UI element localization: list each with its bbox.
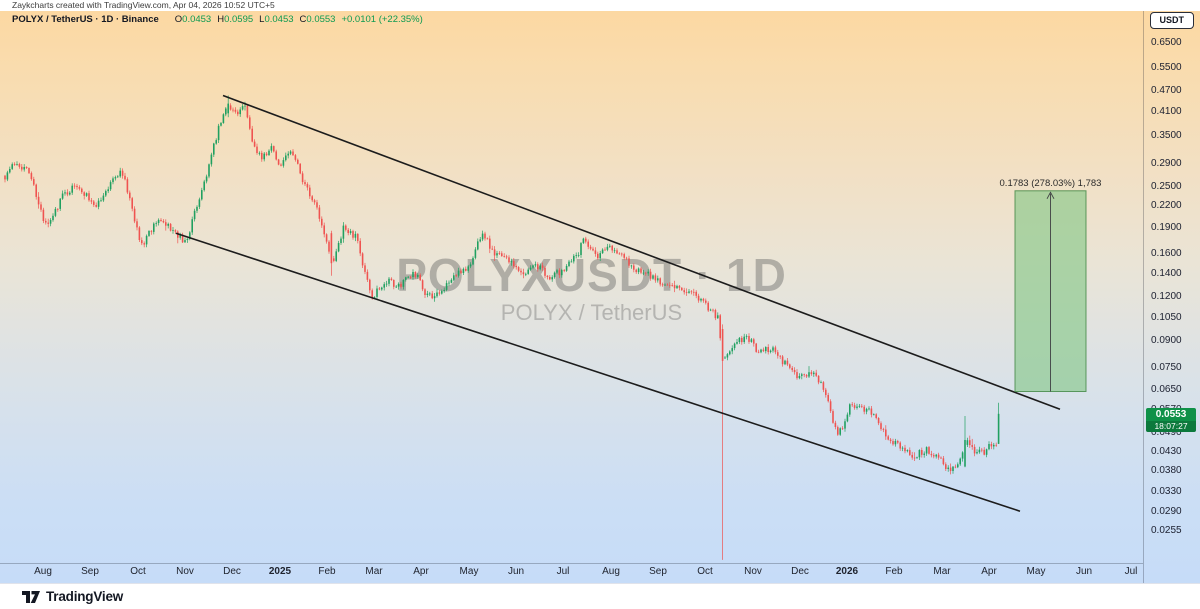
attribution-text: Zaykcharts created with TradingView.com,…	[12, 0, 275, 10]
price-axis-label: 0.0290	[1151, 505, 1182, 517]
time-axis-label: Jun	[1075, 566, 1093, 577]
time-axis-separator	[0, 563, 1143, 564]
high-value: 0.0595	[224, 14, 254, 25]
time-axis-label: Feb	[318, 566, 336, 577]
time-axis-label: May	[1026, 566, 1046, 577]
price-axis-label: 0.3500	[1151, 129, 1182, 141]
price-axis-label: 0.1050	[1151, 311, 1182, 323]
time-axis-label: Aug	[602, 566, 620, 577]
time-axis-label: Apr	[981, 566, 997, 577]
close-label: C	[299, 14, 307, 25]
time-axis-label: 2025	[268, 566, 292, 577]
symbol-title[interactable]: POLYX / TetherUS · 1D · Binance	[12, 14, 159, 25]
time-axis-label: Oct	[697, 566, 713, 577]
high-label: H	[217, 14, 225, 25]
tradingview-brand[interactable]: TradingView	[46, 589, 124, 604]
tradingview-logo-icon[interactable]	[21, 590, 41, 604]
price-axis-label: 0.1200	[1151, 291, 1182, 303]
time-axis-label: Oct	[130, 566, 146, 577]
price-axis-label: 0.2500	[1151, 180, 1182, 192]
bar-countdown: 18:07:27	[1146, 420, 1196, 432]
currency-toggle-button[interactable]: USDT	[1149, 12, 1194, 29]
time-axis-label: Jul	[1124, 566, 1138, 577]
time-axis-label: 2026	[835, 566, 859, 577]
price-axis-label: 0.2900	[1151, 158, 1182, 170]
price-axis-label: 0.1600	[1151, 248, 1182, 259]
price-axis-label: 0.5500	[1151, 61, 1182, 73]
time-axis-label: May	[459, 566, 479, 577]
price-axis-label: 0.4100	[1151, 106, 1182, 118]
price-axis-label: 0.0255	[1151, 525, 1182, 537]
symbol-info-bar: POLYX / TetherUS · 1D · Binance O0.0453 H0…	[12, 14, 423, 25]
time-axis-label: Dec	[791, 566, 809, 577]
low-label: L	[259, 14, 265, 25]
chart-background	[0, 11, 1200, 583]
time-axis-label: Sep	[81, 566, 99, 577]
time-axis-label: Mar	[365, 566, 383, 577]
price-axis-label: 0.4700	[1151, 85, 1182, 97]
price-axis-separator	[1143, 11, 1144, 583]
price-axis-label: 0.2200	[1151, 199, 1182, 211]
time-axis-label: Dec	[223, 566, 241, 577]
time-axis-label: Mar	[933, 566, 951, 577]
time-axis-label: Jul	[556, 566, 570, 577]
price-axis-label: 0.0430	[1151, 446, 1182, 458]
open-value: 0.0453	[182, 14, 212, 25]
time-axis-label: Jun	[507, 566, 525, 577]
price-axis-label: 0.0380	[1151, 464, 1182, 476]
low-value: 0.0453	[264, 14, 294, 25]
price-axis[interactable]: 0.6500 0.5500 0.4700 0.4100 0.3500 0.2900 0.25…	[1143, 11, 1200, 563]
last-price-badge: 0.0553 18:07:27	[1146, 407, 1196, 432]
close-value: 0.0553	[306, 14, 336, 25]
price-axis-label: 0.1900	[1151, 222, 1182, 234]
trendline-upper[interactable]	[222, 94, 1061, 410]
price-axis-label: 0.0900	[1151, 334, 1182, 346]
time-axis-label: Apr	[413, 566, 429, 577]
candlestick-series[interactable]	[4, 95, 1000, 560]
price-axis-label: 0.0330	[1151, 486, 1182, 498]
projection-label: 0.1783 (278.03%) 1,783	[1000, 178, 1102, 189]
time-axis-label: Feb	[885, 566, 903, 577]
time-axis-label: Nov	[744, 566, 762, 577]
price-axis-label: 0.6500	[1151, 36, 1182, 48]
price-axis-label: 0.0650	[1151, 383, 1182, 395]
price-axis-label: 0.0750	[1151, 362, 1182, 374]
change-value: +0.0101 (+22.35%)	[341, 14, 423, 25]
time-axis-label: Sep	[649, 566, 667, 577]
price-range-projection[interactable]: 0.1783 (278.03%) 1,783	[1000, 178, 1102, 392]
last-price-value: 0.0553	[1155, 408, 1187, 420]
footer-bar: TradingView	[0, 583, 1200, 609]
attribution-bar: Zaykcharts created with TradingView.com,…	[0, 0, 1200, 11]
time-axis[interactable]: Aug Sep Oct Nov Dec 2025 Feb Mar Apr May Jun Jul Aug…	[0, 563, 1143, 583]
trendline-lower[interactable]	[175, 232, 1021, 512]
time-axis-label: Aug	[34, 566, 52, 577]
price-axis-label: 0.1400	[1151, 268, 1182, 280]
open-label: O	[174, 14, 183, 25]
time-axis-label: Nov	[176, 566, 194, 577]
price-axis-label: 0.0490	[1151, 426, 1182, 438]
